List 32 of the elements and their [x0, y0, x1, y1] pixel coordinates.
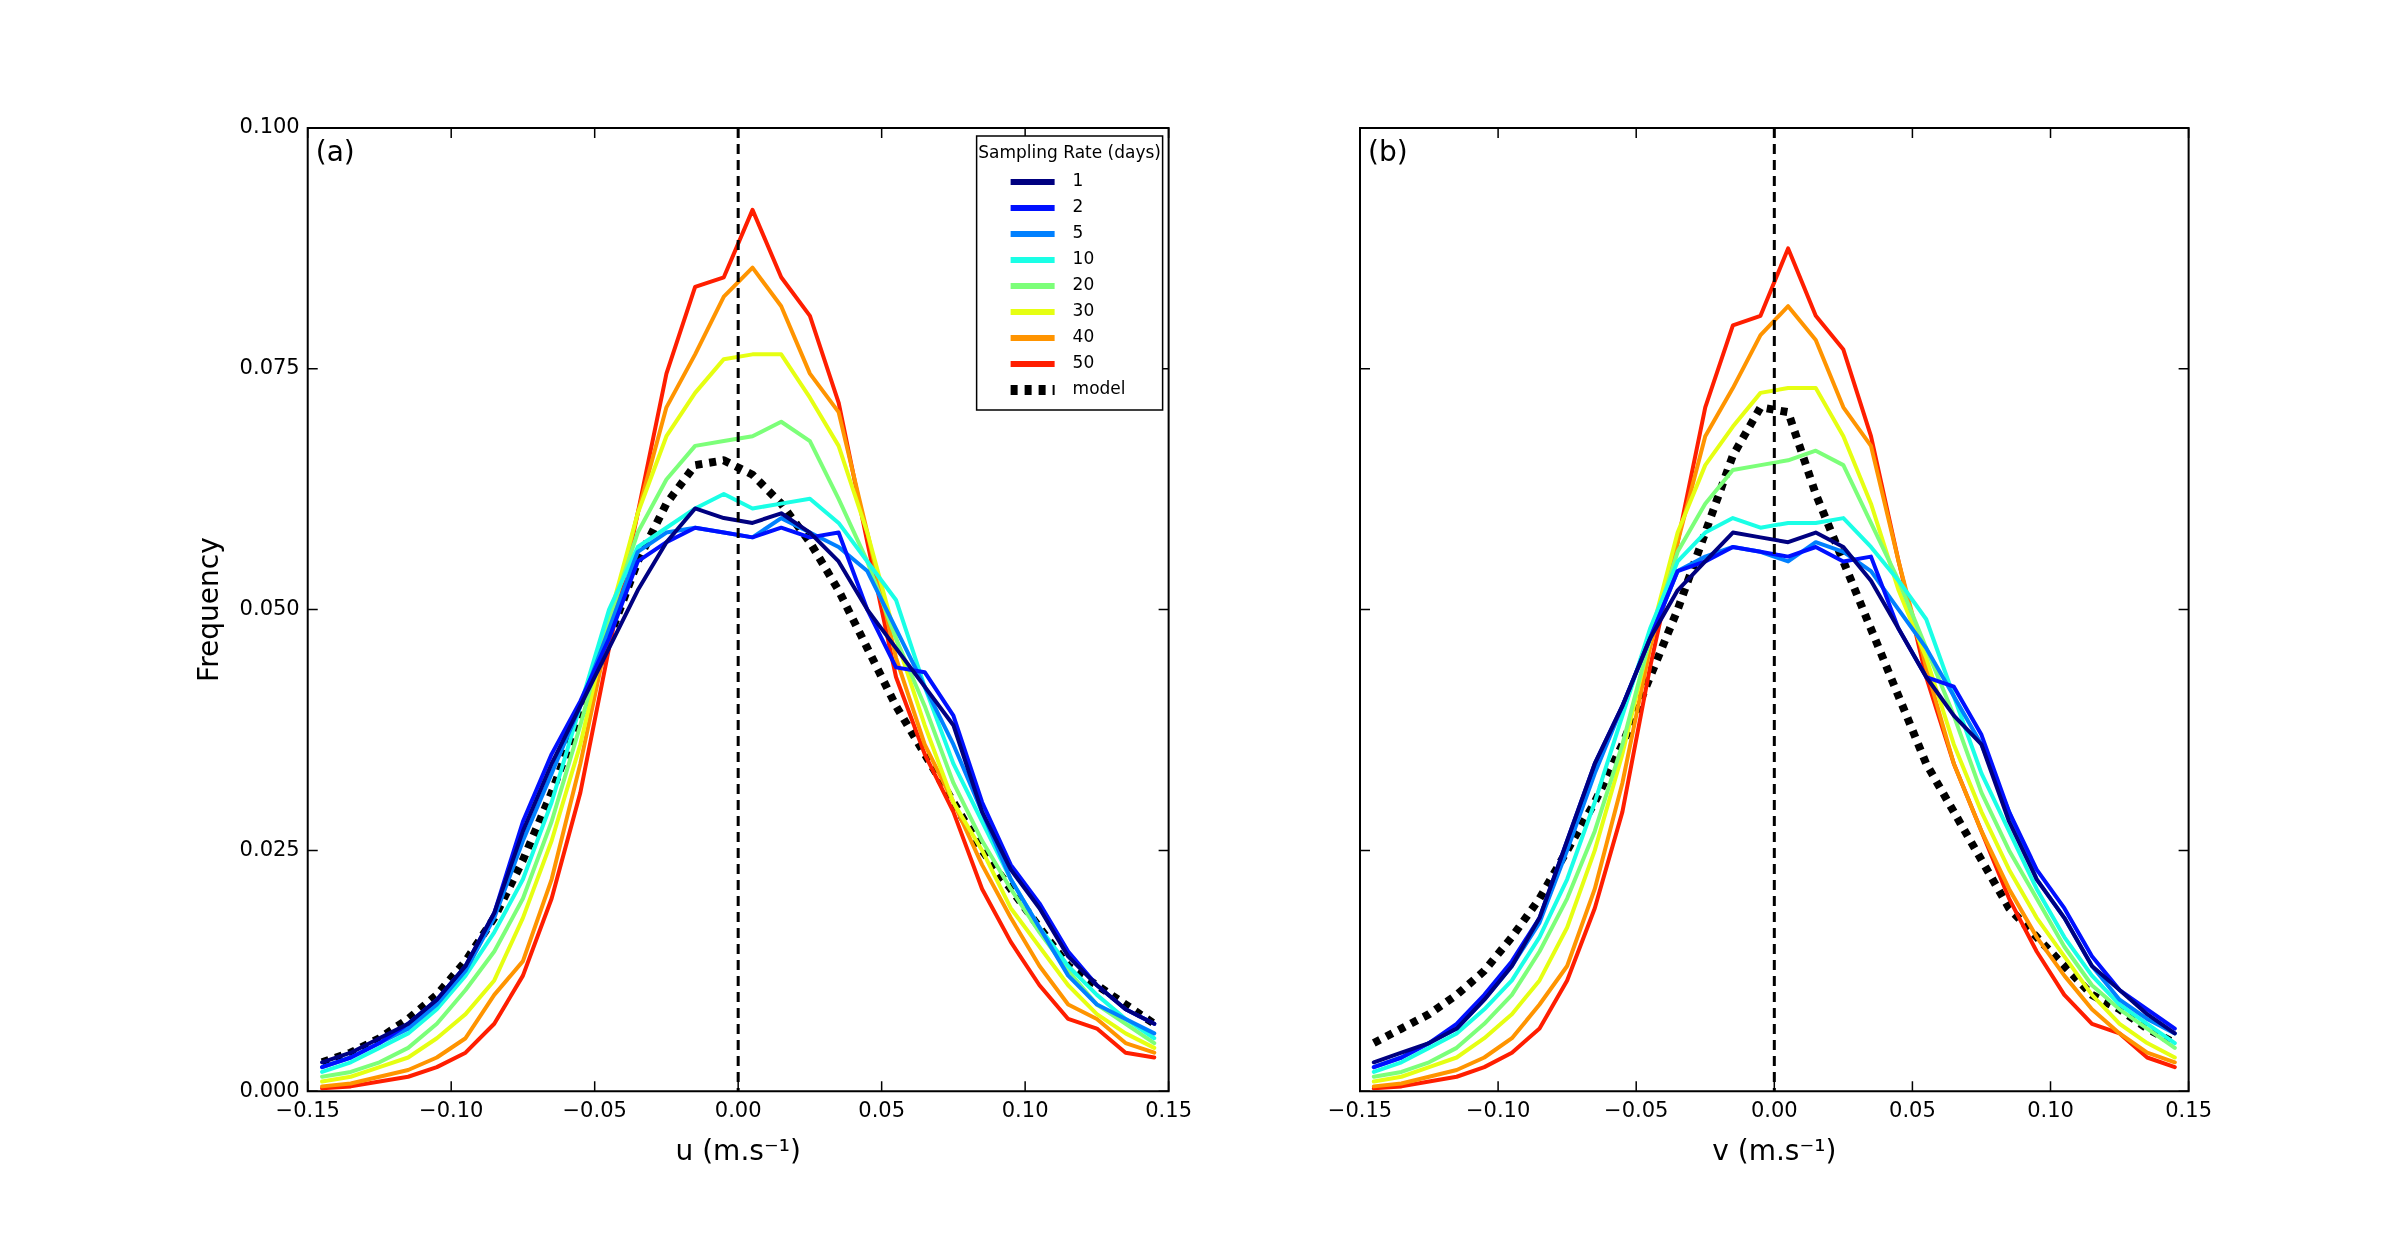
x-axis-title: v (m.s⁻¹)	[1712, 1134, 1837, 1168]
x-axis-title: u (m.s⁻¹)	[675, 1134, 801, 1168]
legend-label: 1	[1072, 170, 1084, 191]
x-tick-label: 0.10	[1001, 1098, 1049, 1123]
x-tick-label: 0.05	[858, 1098, 906, 1123]
y-tick-label: 0.075	[239, 355, 300, 380]
x-tick-label: 0.15	[1145, 1098, 1192, 1123]
x-tick-label: 0.10	[2027, 1098, 2074, 1123]
x-tick-label: −0.15	[1327, 1098, 1393, 1123]
legend-title: Sampling Rate (days)	[978, 142, 1161, 163]
x-tick-label: 0.05	[1889, 1098, 1936, 1123]
legend-label: 50	[1072, 352, 1095, 373]
legend-label: 20	[1072, 274, 1095, 295]
x-tick-label: −0.05	[1604, 1098, 1669, 1123]
legend-label: 2	[1072, 196, 1084, 217]
legend-label: 5	[1072, 222, 1084, 243]
x-tick-label: 0.00	[714, 1098, 762, 1123]
legend-label: 10	[1072, 248, 1095, 269]
x-tick-label: −0.05	[562, 1098, 627, 1123]
annotation: (a)	[315, 135, 355, 169]
y-tick-label: 0.100	[239, 114, 300, 139]
y-tick-label: 0.050	[239, 596, 300, 621]
x-tick-label: −0.10	[419, 1098, 484, 1123]
x-tick-label: −0.10	[1465, 1098, 1531, 1123]
legend-label: 30	[1072, 300, 1095, 321]
x-tick-label: 0.15	[2165, 1098, 2212, 1123]
y-axis-title: Frequency	[192, 537, 226, 682]
legend-label: model	[1072, 378, 1126, 399]
annotation: (b)	[1368, 135, 1408, 169]
y-tick-label: 0.025	[239, 836, 300, 861]
x-tick-label: 0.00	[1750, 1098, 1798, 1123]
legend-label: 40	[1072, 326, 1095, 347]
